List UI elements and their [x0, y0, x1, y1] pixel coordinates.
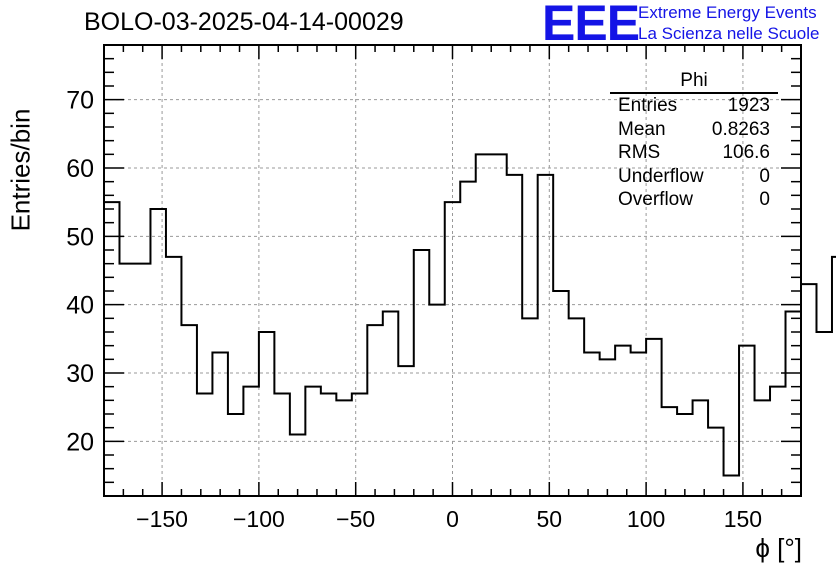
axis-ticks — [103, 44, 802, 497]
x-tick-labels: −150 −100 −50 0 50 100 150 — [136, 506, 762, 532]
y-tick-label: 60 — [66, 155, 94, 183]
histogram-bin — [538, 175, 553, 496]
y-tick-labels: 20 30 40 50 60 70 — [66, 87, 94, 457]
y-axis-label-wrapper: Entries/bin — [5, 108, 36, 232]
histogram-bin — [166, 257, 181, 496]
histogram-bin — [662, 407, 677, 496]
histogram-bin — [600, 359, 615, 496]
eee-logo: EEE — [542, 0, 640, 51]
histogram-bin — [445, 202, 460, 496]
histogram-bin — [646, 339, 661, 496]
chart-title: BOLO-03-2025-04-14-00029 — [84, 8, 404, 36]
stats-row-mean: Mean 0.8263 — [610, 118, 778, 142]
stats-box: Phi Entries 1923 Mean 0.8263 RMS 106.6 U… — [610, 70, 778, 212]
histogram-bin — [631, 353, 646, 497]
histogram-bin — [708, 428, 723, 496]
logo-caption-line2: La Scienza nelle Scuole — [638, 24, 820, 43]
histogram-bin — [553, 291, 568, 496]
y-tick-label: 20 — [66, 428, 94, 456]
y-tick-label: 70 — [66, 87, 94, 115]
y-tick-label: 30 — [66, 360, 94, 388]
stats-label: Underflow — [618, 165, 704, 187]
histogram-bin — [197, 394, 212, 497]
stats-box-title: Phi — [610, 70, 778, 94]
histogram-bin — [274, 394, 289, 497]
x-tick-label: −50 — [336, 506, 375, 532]
histogram-bin — [150, 209, 165, 496]
stats-label: RMS — [618, 142, 661, 163]
histogram-bin — [336, 400, 351, 496]
histogram-bin — [181, 325, 196, 496]
histogram-bin — [615, 346, 630, 496]
histogram-bin — [398, 366, 413, 496]
histogram-bin — [135, 264, 150, 496]
x-tick-label: −100 — [233, 506, 285, 532]
stats-row-underflow: Underflow 0 — [610, 165, 778, 189]
histogram-bin — [724, 476, 739, 497]
x-axis-label: ϕ [°] — [755, 533, 802, 563]
histogram-bin — [119, 264, 134, 496]
stats-value: 0 — [759, 165, 770, 187]
histogram-bin — [212, 353, 227, 497]
x-tick-label: −150 — [136, 506, 188, 532]
histogram-bin — [352, 394, 367, 497]
x-tick-label: 100 — [627, 506, 665, 532]
histogram-bin — [305, 387, 320, 496]
histogram-bin — [367, 325, 382, 496]
stats-value: 106.6 — [722, 142, 770, 163]
x-tick-label: 150 — [724, 506, 762, 532]
histogram-bin — [677, 414, 692, 496]
histogram-bin — [739, 346, 754, 496]
histogram-bin — [321, 394, 336, 497]
histogram-bin — [460, 182, 475, 496]
histogram-bin — [693, 400, 708, 496]
histogram-bin — [507, 175, 522, 496]
logo-caption-line1: Extreme Energy Events — [638, 3, 817, 22]
histogram-bin — [584, 353, 599, 497]
stats-value: 0.8263 — [711, 118, 770, 140]
histogram-bin — [755, 400, 770, 496]
histogram-bin — [228, 414, 243, 496]
stats-row-entries: Entries 1923 — [610, 94, 778, 118]
histogram-bin — [816, 332, 831, 496]
y-axis-label: Entries/bin — [5, 108, 36, 232]
stats-label: Mean — [618, 118, 666, 140]
histogram-bin — [104, 202, 119, 496]
histogram-bin — [383, 312, 398, 497]
histogram-bin — [259, 332, 274, 496]
stats-row-overflow: Overflow 0 — [610, 188, 778, 212]
y-tick-label: 50 — [66, 223, 94, 251]
histogram-bin — [522, 318, 537, 496]
stats-label: Overflow — [618, 189, 693, 210]
stats-value: 1923 — [727, 95, 770, 116]
histogram-bin — [429, 305, 444, 496]
stats-label: Entries — [618, 95, 678, 116]
histogram-bin — [476, 154, 491, 496]
stats-row-rms: RMS 106.6 — [610, 141, 778, 165]
histogram-bin — [491, 154, 506, 496]
histogram-bin — [801, 284, 816, 496]
y-tick-label: 40 — [66, 292, 94, 320]
histogram-bin — [569, 318, 584, 496]
histogram-bin — [290, 435, 305, 497]
grid-lines — [104, 45, 801, 496]
x-tick-label: 50 — [537, 506, 563, 532]
stats-value: 0 — [759, 189, 770, 210]
x-tick-label: 0 — [446, 506, 459, 532]
histogram-step-line — [103, 153, 836, 496]
